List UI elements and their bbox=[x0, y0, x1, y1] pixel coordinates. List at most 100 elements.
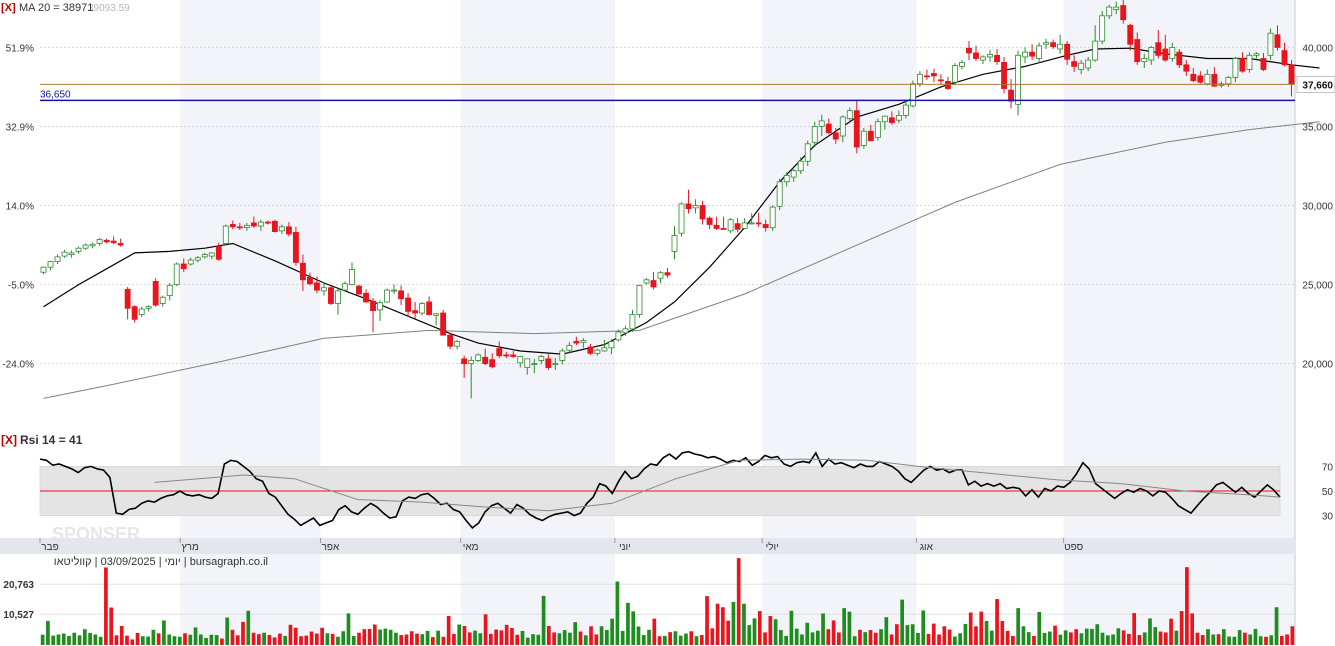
candle-body[interactable] bbox=[1190, 73, 1197, 82]
candle-body[interactable] bbox=[412, 310, 419, 314]
candle-body[interactable] bbox=[405, 297, 412, 312]
candle-body[interactable] bbox=[1281, 50, 1288, 66]
candle-body[interactable] bbox=[1085, 59, 1092, 69]
candle-body[interactable] bbox=[419, 303, 426, 314]
candle-body[interactable] bbox=[959, 62, 965, 67]
candle-body[interactable] bbox=[1288, 64, 1295, 85]
candle-body[interactable] bbox=[349, 269, 355, 285]
candle-body[interactable] bbox=[180, 263, 187, 270]
candle-body[interactable] bbox=[1176, 51, 1183, 66]
candle-body[interactable] bbox=[846, 110, 853, 119]
candle-body[interactable] bbox=[1127, 24, 1134, 45]
candle-body[interactable] bbox=[328, 287, 334, 304]
candle-body[interactable] bbox=[1036, 45, 1043, 59]
candle-body[interactable] bbox=[713, 224, 720, 229]
candle-body[interactable] bbox=[285, 226, 292, 235]
candle-body[interactable] bbox=[152, 280, 159, 306]
candle-body[interactable] bbox=[1050, 42, 1057, 48]
candle-body[interactable] bbox=[96, 239, 103, 244]
candle-body[interactable] bbox=[75, 247, 82, 252]
candle-body[interactable] bbox=[1260, 58, 1267, 70]
candle-body[interactable] bbox=[1022, 51, 1028, 58]
candle-body[interactable] bbox=[1029, 51, 1036, 57]
candle-body[interactable] bbox=[706, 217, 713, 225]
candle-body[interactable] bbox=[391, 289, 397, 292]
candle-body[interactable] bbox=[615, 331, 622, 341]
candle-body[interactable] bbox=[257, 221, 264, 227]
candle-body[interactable] bbox=[769, 206, 776, 229]
chart-close-marker[interactable]: [X] bbox=[1, 2, 16, 14]
candle-body[interactable] bbox=[524, 358, 531, 368]
candle-body[interactable] bbox=[797, 160, 804, 172]
candle-body[interactable] bbox=[292, 231, 299, 263]
candle-body[interactable] bbox=[987, 54, 993, 58]
candle-body[interactable] bbox=[811, 126, 818, 143]
candle-body[interactable] bbox=[363, 292, 369, 303]
candle-body[interactable] bbox=[314, 282, 320, 291]
candle-body[interactable] bbox=[931, 73, 937, 77]
candle-body[interactable] bbox=[482, 356, 489, 365]
candle-body[interactable] bbox=[1008, 89, 1014, 102]
candle-body[interactable] bbox=[243, 224, 250, 229]
candle-body[interactable] bbox=[278, 226, 285, 232]
candle-body[interactable] bbox=[433, 313, 440, 316]
candle-body[interactable] bbox=[454, 341, 461, 347]
candle-body[interactable] bbox=[1057, 43, 1064, 50]
candle-body[interactable] bbox=[580, 340, 587, 343]
candle-body[interactable] bbox=[398, 290, 404, 300]
candle-body[interactable] bbox=[236, 226, 243, 229]
candle-body[interactable] bbox=[685, 203, 692, 210]
candle-body[interactable] bbox=[342, 283, 348, 291]
candle-body[interactable] bbox=[475, 354, 482, 361]
candle-body[interactable] bbox=[299, 262, 306, 281]
candle-body[interactable] bbox=[1148, 47, 1155, 61]
candle-body[interactable] bbox=[1001, 62, 1007, 89]
candle-body[interactable] bbox=[636, 284, 643, 315]
candle-body[interactable] bbox=[888, 117, 895, 123]
candle-body[interactable] bbox=[1015, 54, 1021, 105]
candle-body[interactable] bbox=[818, 120, 825, 127]
candle-body[interactable] bbox=[552, 363, 559, 366]
candle-body[interactable] bbox=[650, 280, 657, 288]
candle-body[interactable] bbox=[89, 243, 96, 247]
candle-body[interactable] bbox=[1078, 62, 1085, 70]
candle-body[interactable] bbox=[1092, 40, 1099, 61]
candle-body[interactable] bbox=[895, 115, 902, 121]
candle-body[interactable] bbox=[1113, 6, 1120, 10]
candle-body[interactable] bbox=[945, 81, 951, 89]
candle-body[interactable] bbox=[131, 306, 138, 320]
candle-body[interactable] bbox=[68, 252, 75, 255]
candle-body[interactable] bbox=[489, 359, 496, 368]
candle-body[interactable] bbox=[748, 222, 755, 225]
candle-body[interactable] bbox=[117, 243, 124, 246]
candle-body[interactable] bbox=[566, 345, 573, 351]
candle-body[interactable] bbox=[916, 73, 923, 85]
candle-body[interactable] bbox=[608, 341, 615, 349]
candle-body[interactable] bbox=[1204, 73, 1211, 85]
candle-body[interactable] bbox=[103, 239, 110, 243]
candle-body[interactable] bbox=[762, 224, 769, 229]
candle-body[interactable] bbox=[1162, 48, 1169, 61]
candle-body[interactable] bbox=[215, 246, 222, 260]
candle-body[interactable] bbox=[335, 290, 341, 304]
candle-body[interactable] bbox=[902, 104, 909, 116]
candle-body[interactable] bbox=[1274, 34, 1281, 48]
candle-body[interactable] bbox=[1197, 75, 1204, 83]
candle-body[interactable] bbox=[587, 346, 594, 354]
candle-body[interactable] bbox=[938, 79, 944, 82]
candle-body[interactable] bbox=[496, 348, 503, 357]
candle-body[interactable] bbox=[82, 244, 89, 249]
candle-body[interactable] bbox=[159, 296, 166, 304]
candle-body[interactable] bbox=[966, 47, 972, 54]
candle-body[interactable] bbox=[356, 285, 362, 295]
candle-body[interactable] bbox=[629, 314, 636, 330]
candle-body[interactable] bbox=[853, 110, 860, 148]
candle-body[interactable] bbox=[804, 143, 811, 162]
candle-body[interactable] bbox=[1155, 42, 1162, 56]
candle-body[interactable] bbox=[1232, 58, 1239, 78]
candle-body[interactable] bbox=[776, 181, 783, 207]
candle-body[interactable] bbox=[1071, 61, 1078, 67]
candle-body[interactable] bbox=[980, 56, 986, 61]
candle-body[interactable] bbox=[61, 251, 68, 257]
candle-body[interactable] bbox=[384, 289, 390, 303]
